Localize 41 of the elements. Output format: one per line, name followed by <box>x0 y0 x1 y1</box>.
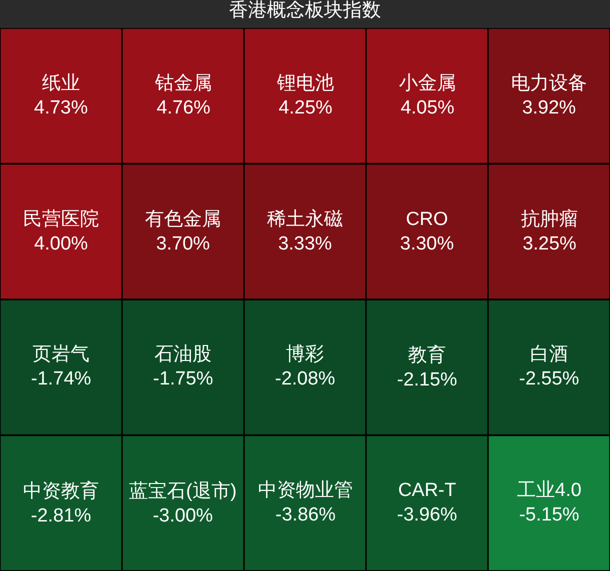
data-label: 3.33% <box>278 234 332 255</box>
category-label: 中资教育 <box>23 480 99 502</box>
category-label: 博彩 <box>286 344 324 365</box>
category-label: 教育 <box>408 344 446 366</box>
data-label: -5.15% <box>519 504 580 526</box>
data-label: -1.74% <box>31 368 92 390</box>
category-label: 锂电池 <box>276 73 334 94</box>
category-label: 白酒 <box>530 344 568 365</box>
data-label: -2.15% <box>397 370 458 391</box>
data-label: 3.30% <box>400 234 454 255</box>
category-label: CAR-T <box>398 480 457 501</box>
data-label: -2.55% <box>519 368 580 390</box>
text: 香港概念板块指数 <box>229 0 381 22</box>
data-label: 4.05% <box>400 98 455 119</box>
category-label: 蓝宝石(退市) <box>129 480 237 502</box>
category-label: 工业4.0 <box>517 480 582 501</box>
data-label: 4.76% <box>156 98 211 119</box>
data-label: -3.86% <box>275 504 336 526</box>
category-label: 小金属 <box>399 73 456 94</box>
category-label: 纸业 <box>42 73 80 94</box>
data-label: 3.92% <box>522 98 576 119</box>
category-label: 页岩气 <box>32 344 90 365</box>
category-label: 抗肿瘤 <box>521 208 578 230</box>
data-label: 4.25% <box>278 98 333 119</box>
category-label: CRO <box>406 209 448 230</box>
data-label: 4.73% <box>34 98 88 119</box>
data-label: -3.96% <box>397 504 458 526</box>
data-label: -2.08% <box>275 368 336 390</box>
data-label: 3.25% <box>522 234 577 255</box>
data-label: 4.00% <box>34 234 88 255</box>
category-label: 有色金属 <box>145 209 221 230</box>
data-label: -1.75% <box>153 368 214 390</box>
data-label: -2.81% <box>30 506 92 527</box>
category-label: 电力设备 <box>511 73 587 94</box>
category-label: 稀土永磁 <box>267 208 343 230</box>
category-label: 石油股 <box>154 344 212 365</box>
category-label: 民营医院 <box>23 209 99 230</box>
category-label: 钴金属 <box>154 73 212 94</box>
data-label: 3.70% <box>156 234 210 255</box>
data-label: -3.00% <box>152 506 214 527</box>
category-label: 中资物业管 <box>258 480 353 501</box>
